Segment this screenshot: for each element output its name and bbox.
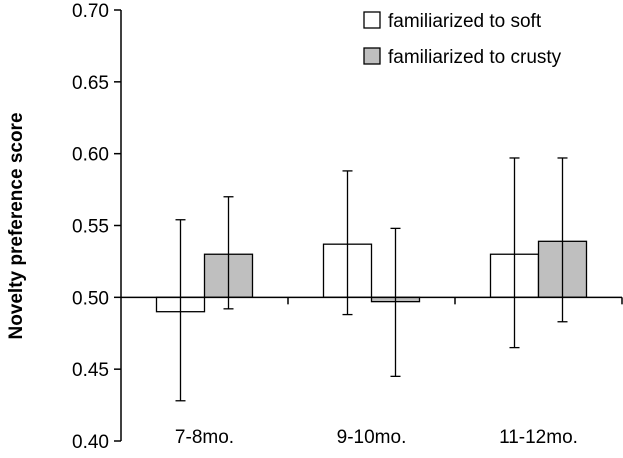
legend-swatch-crusty <box>363 47 381 65</box>
y-tick-label: 0.40 <box>72 432 109 453</box>
legend-label: familiarized to crusty <box>388 47 562 68</box>
x-tick-label: 9-10mo. <box>337 427 407 448</box>
x-axis-baseline <box>121 296 623 305</box>
y-tick-label: 0.65 <box>72 73 109 94</box>
y-tick-label: 0.60 <box>72 145 109 166</box>
bars <box>155 240 588 313</box>
legend: familiarized to soft familiarized to crus… <box>363 11 562 68</box>
y-tick-label: 0.70 <box>72 1 109 22</box>
legend-swatch-soft <box>363 11 381 29</box>
y-tick-label: 0.45 <box>72 360 109 381</box>
error-bars <box>175 157 568 402</box>
x-tick-label: 7-8mo. <box>175 427 234 448</box>
y-tick-labels: 0.40 0.45 0.50 0.55 0.60 0.65 0.70 <box>72 1 109 453</box>
y-axis <box>114 9 122 442</box>
y-tick-label: 0.50 <box>72 288 109 309</box>
y-tick-label: 0.55 <box>72 217 109 238</box>
x-tick-labels: 7-8mo. 9-10mo. 11-12mo. <box>175 427 578 448</box>
x-tick-label: 11-12mo. <box>499 427 578 448</box>
y-axis-label: Novelty preference score <box>6 112 27 339</box>
legend-label: familiarized to soft <box>388 11 542 32</box>
